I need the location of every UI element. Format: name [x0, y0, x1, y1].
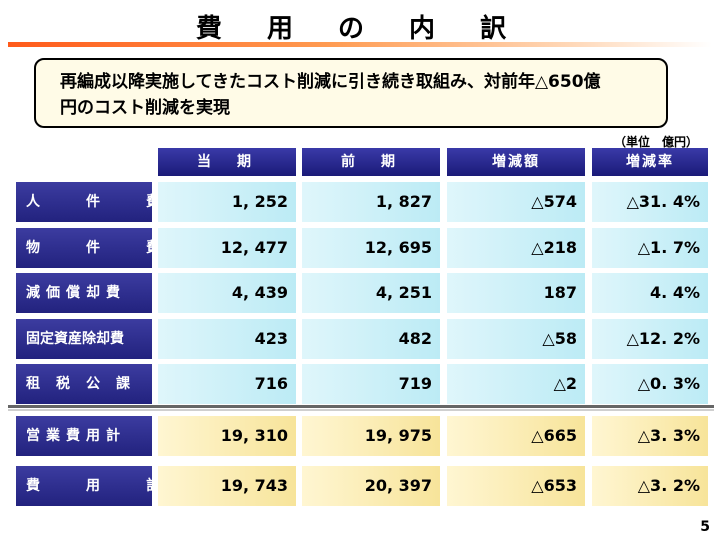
- row-label-asset-retirement: 固定資産除却費: [16, 319, 152, 359]
- table-cell: △653: [447, 466, 585, 506]
- table-cell: △31. 4%: [592, 182, 708, 222]
- row-label-depreciation: 減価償却費: [16, 273, 152, 313]
- table-cell: 187: [447, 273, 585, 313]
- table-cell: 4. 4%: [592, 273, 708, 313]
- table-cell: △58: [447, 319, 585, 359]
- table-cell: 1, 827: [302, 182, 440, 222]
- table-cell: 19, 743: [158, 466, 296, 506]
- callout-line-2: 円のコスト削減を実現: [60, 98, 230, 118]
- row-label-materials: 物 件 費: [16, 228, 160, 268]
- table-cell: △218: [447, 228, 585, 268]
- table-cell: 719: [302, 364, 440, 404]
- table-cell: 1, 252: [158, 182, 296, 222]
- table-cell: 20, 397: [302, 466, 440, 506]
- row-label-operating-total: 営業費用計: [16, 416, 152, 456]
- table-cell: 482: [302, 319, 440, 359]
- table-cell: △12. 2%: [592, 319, 708, 359]
- table-cell: 423: [158, 319, 296, 359]
- col-header-change: 増減額: [447, 148, 585, 176]
- table-cell: △1. 7%: [592, 228, 708, 268]
- table-cell: 716: [158, 364, 296, 404]
- row-label-personnel: 人 件 費: [16, 182, 160, 222]
- total-divider: [8, 405, 714, 408]
- table-cell: △0. 3%: [592, 364, 708, 404]
- table-cell: △3. 3%: [592, 416, 708, 456]
- table-cell: △665: [447, 416, 585, 456]
- table-cell: △3. 2%: [592, 466, 708, 506]
- table-cell: 4, 439: [158, 273, 296, 313]
- callout-line-1: 再編成以降実施してきたコスト削減に引き続き取組み、対前年△650億: [60, 72, 601, 92]
- col-header-previous: 前 期: [302, 148, 440, 176]
- unit-label: （単位 億円）: [614, 135, 699, 149]
- table-cell: 19, 975: [302, 416, 440, 456]
- table-cell: △574: [447, 182, 585, 222]
- page-number: 5: [700, 519, 710, 535]
- row-label-taxes: 租税公課: [16, 364, 152, 404]
- table-cell: 4, 251: [302, 273, 440, 313]
- summary-callout: 再編成以降実施してきたコスト削減に引き続き取組み、対前年△650億 円のコスト削…: [34, 58, 668, 128]
- table-cell: 12, 695: [302, 228, 440, 268]
- table-cell: 12, 477: [158, 228, 296, 268]
- total-divider-shadow: [8, 409, 714, 411]
- col-header-current: 当 期: [158, 148, 296, 176]
- page-title: 費 用 の 内 訳: [195, 14, 525, 44]
- table-cell: 19, 310: [158, 416, 296, 456]
- col-header-rate: 増減率: [592, 148, 708, 176]
- title-underline: [8, 42, 712, 47]
- table-cell: △2: [447, 364, 585, 404]
- row-label-expense-total: 費 用 計: [16, 466, 160, 506]
